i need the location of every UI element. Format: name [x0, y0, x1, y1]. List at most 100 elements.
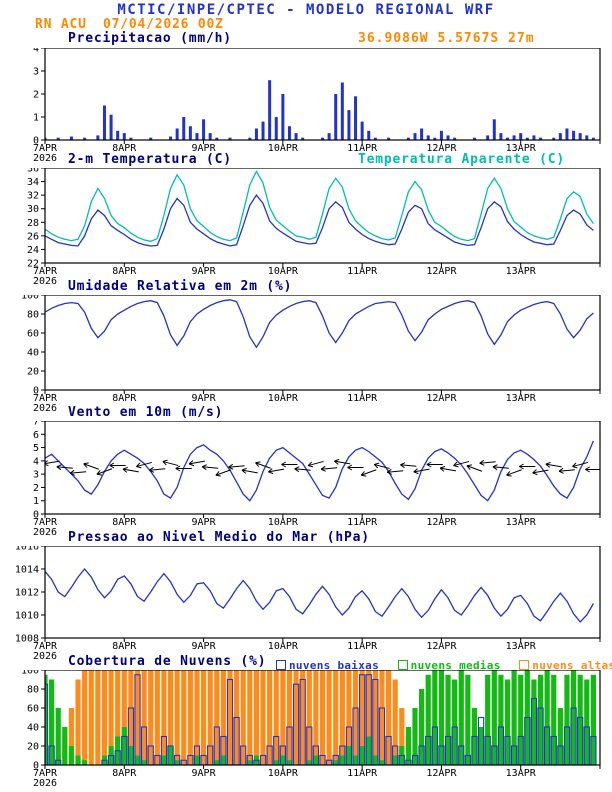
svg-text:0: 0 [33, 136, 39, 147]
svg-text:7APR: 7APR [33, 266, 58, 277]
svg-text:60: 60 [27, 329, 39, 340]
svg-text:10APR: 10APR [268, 641, 299, 652]
temperature-title: 2-m Temperatura (C) [68, 152, 232, 167]
svg-text:2: 2 [33, 90, 39, 101]
svg-text:7APR: 7APR [33, 517, 58, 528]
svg-text:40: 40 [27, 723, 39, 734]
svg-text:32: 32 [27, 191, 39, 202]
svg-text:13APR: 13APR [506, 393, 537, 404]
svg-text:2026: 2026 [33, 153, 57, 164]
svg-text:9APR: 9APR [192, 266, 217, 277]
svg-text:9APR: 9APR [192, 393, 217, 404]
svg-text:12APR: 12APR [426, 266, 457, 277]
svg-text:8APR: 8APR [112, 641, 137, 652]
cloud-cover-legend: nuvens baixas nuvens medias nuvens altas [276, 654, 612, 673]
nuvens-altas-label: nuvens altas [532, 659, 612, 672]
svg-text:9APR: 9APR [192, 517, 217, 528]
svg-text:12APR: 12APR [426, 768, 457, 779]
cloud-cover-title: Cobertura de Nuvens (%) [68, 654, 267, 669]
svg-text:0: 0 [33, 510, 39, 521]
svg-text:34: 34 [27, 177, 39, 188]
svg-text:2026: 2026 [33, 527, 57, 538]
svg-text:80: 80 [27, 685, 39, 696]
svg-text:40: 40 [27, 348, 39, 359]
svg-text:3: 3 [33, 470, 39, 481]
svg-text:8APR: 8APR [112, 143, 137, 154]
humidity-title: Umidade Relativa em 2m (%) [68, 279, 293, 294]
wind-title: Vento em 10m (m/s) [68, 405, 224, 420]
svg-text:13APR: 13APR [506, 266, 537, 277]
svg-text:10APR: 10APR [268, 768, 299, 779]
svg-text:12APR: 12APR [426, 641, 457, 652]
svg-text:7APR: 7APR [33, 143, 58, 154]
svg-text:7APR: 7APR [33, 768, 58, 779]
svg-text:28: 28 [27, 218, 39, 229]
svg-text:13APR: 13APR [506, 768, 537, 779]
svg-text:4: 4 [33, 456, 39, 467]
station-label: RN ACU [35, 17, 87, 32]
svg-text:13APR: 13APR [506, 517, 537, 528]
svg-text:0: 0 [33, 386, 39, 397]
svg-text:1010: 1010 [15, 611, 39, 622]
svg-text:8APR: 8APR [112, 266, 137, 277]
svg-text:100: 100 [21, 670, 39, 677]
svg-text:2026: 2026 [33, 778, 57, 789]
run-datetime-label: 07/04/2026 00Z [103, 17, 224, 32]
svg-text:1014: 1014 [15, 565, 39, 576]
location-label: 36.9086W 5.5767S 27m [358, 31, 535, 46]
svg-text:36: 36 [27, 168, 39, 175]
nuvens-baixas-label: nuvens baixas [289, 659, 379, 672]
svg-text:6: 6 [33, 430, 39, 441]
svg-text:60: 60 [27, 704, 39, 715]
svg-text:22: 22 [27, 259, 39, 270]
apparent-temperature-title: Temperatura Aparente (C) [358, 152, 566, 167]
svg-text:100: 100 [21, 295, 39, 302]
precipitation-title: Precipitacao (mm/h) [68, 31, 232, 46]
svg-text:24: 24 [27, 245, 39, 256]
svg-text:2: 2 [33, 483, 39, 494]
svg-text:11APR: 11APR [347, 641, 378, 652]
svg-text:7APR: 7APR [33, 641, 58, 652]
svg-text:10APR: 10APR [268, 143, 299, 154]
svg-text:7APR: 7APR [33, 393, 58, 404]
svg-text:3: 3 [33, 67, 39, 78]
svg-text:20: 20 [27, 367, 39, 378]
svg-text:1008: 1008 [15, 634, 39, 645]
svg-text:10APR: 10APR [268, 393, 299, 404]
svg-text:13APR: 13APR [506, 641, 537, 652]
nuvens-medias-swatch-icon [397, 660, 408, 670]
svg-text:2026: 2026 [33, 276, 57, 287]
svg-text:11APR: 11APR [347, 266, 378, 277]
svg-text:9APR: 9APR [192, 143, 217, 154]
svg-text:0: 0 [33, 761, 39, 772]
svg-text:11APR: 11APR [347, 393, 378, 404]
svg-text:11APR: 11APR [347, 517, 378, 528]
svg-text:8APR: 8APR [112, 517, 137, 528]
svg-text:9APR: 9APR [192, 768, 217, 779]
svg-text:12APR: 12APR [426, 517, 457, 528]
svg-text:9APR: 9APR [192, 641, 217, 652]
svg-text:10APR: 10APR [268, 517, 299, 528]
svg-text:30: 30 [27, 204, 39, 215]
svg-text:7: 7 [33, 421, 39, 428]
svg-text:1: 1 [33, 496, 39, 507]
svg-text:13APR: 13APR [506, 143, 537, 154]
svg-text:10APR: 10APR [268, 266, 299, 277]
svg-text:80: 80 [27, 310, 39, 321]
svg-text:1016: 1016 [15, 546, 39, 553]
svg-text:11APR: 11APR [347, 143, 378, 154]
nuvens-baixas-swatch-icon [276, 660, 286, 670]
svg-text:11APR: 11APR [347, 768, 378, 779]
pressure-title: Pressao ao Nivel Medio do Mar (hPa) [68, 530, 370, 545]
svg-text:8APR: 8APR [112, 393, 137, 404]
svg-text:12APR: 12APR [426, 143, 457, 154]
svg-text:4: 4 [33, 48, 39, 55]
svg-text:1012: 1012 [15, 588, 39, 599]
nuvens-medias-label: nuvens medias [410, 659, 501, 672]
